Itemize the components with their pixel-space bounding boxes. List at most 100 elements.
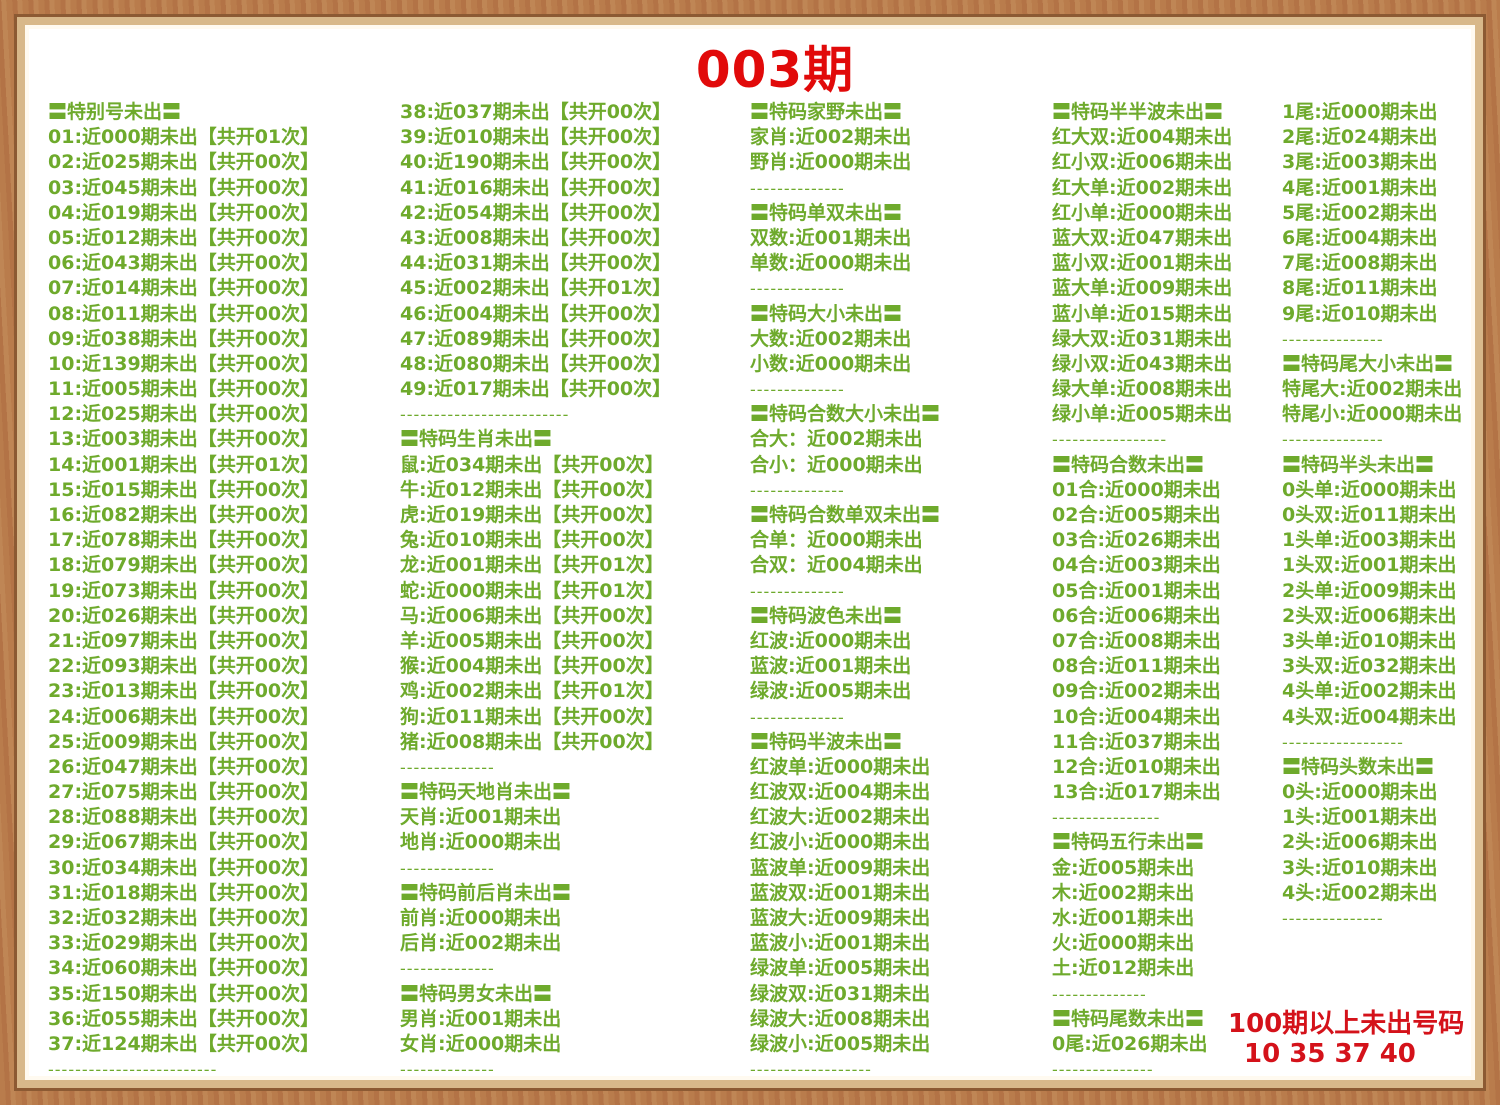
list-item: 红波:近000期未出 <box>750 629 912 652</box>
list-item: 兔:近010期未出【共开00次】 <box>400 529 664 552</box>
list-item: 18:近079期未出【共开00次】 <box>48 554 320 577</box>
divider: -------------- <box>750 707 845 727</box>
list-item: 绿波:近005期未出 <box>750 680 912 703</box>
list-item: 0头单:近000期未出 <box>1282 478 1457 501</box>
list-item: 地肖:近000期未出 <box>400 831 562 854</box>
list-item: 33:近029期未出【共开00次】 <box>48 932 320 955</box>
list-item: 绿大单:近008期未出 <box>1052 378 1233 401</box>
divider: ------------------------- <box>400 405 570 425</box>
list-item: 22:近093期未出【共开00次】 <box>48 655 320 678</box>
list-item: 24:近006期未出【共开00次】 <box>48 705 320 728</box>
long-missing-numbers: 10 35 37 40 <box>1244 1039 1416 1069</box>
list-item: 单数:近000期未出 <box>750 252 912 275</box>
list-item: 1尾:近000期未出 <box>1282 101 1438 123</box>
list-item: 44:近031期未出【共开00次】 <box>400 252 672 275</box>
section-header: 〓特码半半波未出〓 <box>1052 101 1224 123</box>
list-item: 49:近017期未出【共开00次】 <box>400 378 672 401</box>
list-item: 41:近016期未出【共开00次】 <box>400 176 672 199</box>
list-item: 女肖:近000期未出 <box>400 1032 562 1055</box>
list-item: 15:近015期未出【共开00次】 <box>48 478 320 501</box>
list-item: 红大双:近004期未出 <box>1052 126 1233 149</box>
column-attributes-waves: 〓特码家野未出〓 家肖:近002期未出 野肖:近000期未出 ------------… <box>750 100 940 1082</box>
list-item: 红大单:近002期未出 <box>1052 176 1233 199</box>
list-item: 前肖:近000期未出 <box>400 907 562 929</box>
section-header: 〓特码合数未出〓 <box>1052 453 1205 476</box>
list-item: 金:近005期未出 <box>1052 856 1195 879</box>
list-item: 28:近088期未出【共开00次】 <box>48 806 320 829</box>
divider: -------------- <box>750 279 845 299</box>
list-item: 4头:近002期未出 <box>1282 881 1438 904</box>
list-item: 蓝波双:近001期未出 <box>750 881 931 904</box>
list-item: 狗:近011期未出【共开00次】 <box>400 705 664 728</box>
list-item: 01:近000期未出【共开01次】 <box>48 126 320 149</box>
list-item: 野肖:近000期未出 <box>750 151 912 174</box>
list-item: 27:近075期未出【共开00次】 <box>48 781 320 804</box>
list-item: 13合:近017期未出 <box>1052 781 1221 804</box>
list-item: 10合:近004期未出 <box>1052 705 1221 728</box>
list-item: 火:近000期未出 <box>1052 932 1195 955</box>
list-item: 后肖:近002期未出 <box>400 932 562 955</box>
list-item: 30:近034期未出【共开00次】 <box>48 856 320 879</box>
list-item: 12:近025期未出【共开00次】 <box>48 403 320 426</box>
content-area <box>29 29 1471 1076</box>
divider: --------------- <box>1282 909 1384 928</box>
list-item: 45:近002期未出【共开01次】 <box>400 277 672 300</box>
divider: ------------------------- <box>48 1060 218 1080</box>
list-item: 39:近010期未出【共开00次】 <box>400 126 672 149</box>
divider: -------------- <box>750 380 845 400</box>
list-item: 蓝波大:近009期未出 <box>750 907 931 929</box>
list-item: 2尾:近024期未出 <box>1282 126 1438 149</box>
list-item: 蓝大双:近047期未出 <box>1052 226 1233 249</box>
divider: --------------- <box>1052 1060 1154 1080</box>
list-item: 红波大:近002期未出 <box>750 806 931 829</box>
list-item: 蓝波单:近009期未出 <box>750 856 931 879</box>
list-item: 34:近060期未出【共开00次】 <box>48 957 320 980</box>
list-item: 小数:近000期未出 <box>750 352 912 375</box>
list-item: 08合:近011期未出 <box>1052 655 1221 678</box>
section-header: 〓特码男女未出〓 <box>400 982 553 1005</box>
list-item: 红波单:近000期未出 <box>750 755 931 778</box>
list-item: 土:近012期未出 <box>1052 957 1195 980</box>
list-item: 鸡:近002期未出【共开01次】 <box>400 680 664 703</box>
list-item: 29:近067期未出【共开00次】 <box>48 831 320 854</box>
list-item: 2头双:近006期未出 <box>1282 604 1457 627</box>
list-item: 05合:近001期未出 <box>1052 579 1221 602</box>
list-item: 25:近009期未出【共开00次】 <box>48 730 320 753</box>
list-item: 0尾:近026期未出 <box>1052 1032 1208 1055</box>
divider: ---------------- <box>1052 808 1161 828</box>
list-item: 03合:近026期未出 <box>1052 529 1221 552</box>
list-item: 02:近025期未出【共开00次】 <box>48 151 320 174</box>
list-item: 8尾:近011期未出 <box>1282 277 1438 300</box>
divider: -------------- <box>400 959 495 979</box>
list-item: 蓝波小:近001期未出 <box>750 932 931 955</box>
divider: -------------- <box>400 858 495 878</box>
list-item: 36:近055期未出【共开00次】 <box>48 1007 320 1030</box>
divider: ------------------ <box>1282 732 1404 752</box>
list-item: 4头双:近004期未出 <box>1282 705 1457 728</box>
divider: --------------- <box>1282 430 1384 450</box>
long-missing-label: 100期以上未出号码 <box>1228 1009 1465 1039</box>
section-header: 〓特码五行未出〓 <box>1052 831 1205 854</box>
list-item: 蛇:近000期未出【共开01次】 <box>400 579 664 602</box>
list-item: 红波双:近004期未出 <box>750 781 931 804</box>
list-item: 1头单:近003期未出 <box>1282 529 1457 552</box>
list-item: 37:近124期未出【共开00次】 <box>48 1032 320 1055</box>
list-item: 特尾大:近002期未出 <box>1282 378 1463 401</box>
divider: --------------- <box>1282 329 1384 349</box>
list-item: 20:近026期未出【共开00次】 <box>48 604 320 627</box>
section-header: 〓特码波色未出〓 <box>750 604 903 627</box>
list-item: 绿波大:近008期未出 <box>750 1007 931 1030</box>
list-item: 40:近190期未出【共开00次】 <box>400 151 672 174</box>
list-item: 3头:近010期未出 <box>1282 856 1438 879</box>
divider: ------------------ <box>750 1060 872 1080</box>
list-item: 2头:近006期未出 <box>1282 831 1438 854</box>
list-item: 合双：近004期未出 <box>750 554 923 577</box>
list-item: 木:近002期未出 <box>1052 881 1195 904</box>
list-item: 19:近073期未出【共开00次】 <box>48 579 320 602</box>
list-item: 猪:近008期未出【共开00次】 <box>400 730 664 753</box>
list-item: 21:近097期未出【共开00次】 <box>48 629 320 652</box>
list-item: 10:近139期未出【共开00次】 <box>48 352 320 375</box>
list-item: 绿波单:近005期未出 <box>750 957 931 980</box>
list-item: 32:近032期未出【共开00次】 <box>48 907 320 929</box>
list-item: 01合:近000期未出 <box>1052 478 1221 501</box>
